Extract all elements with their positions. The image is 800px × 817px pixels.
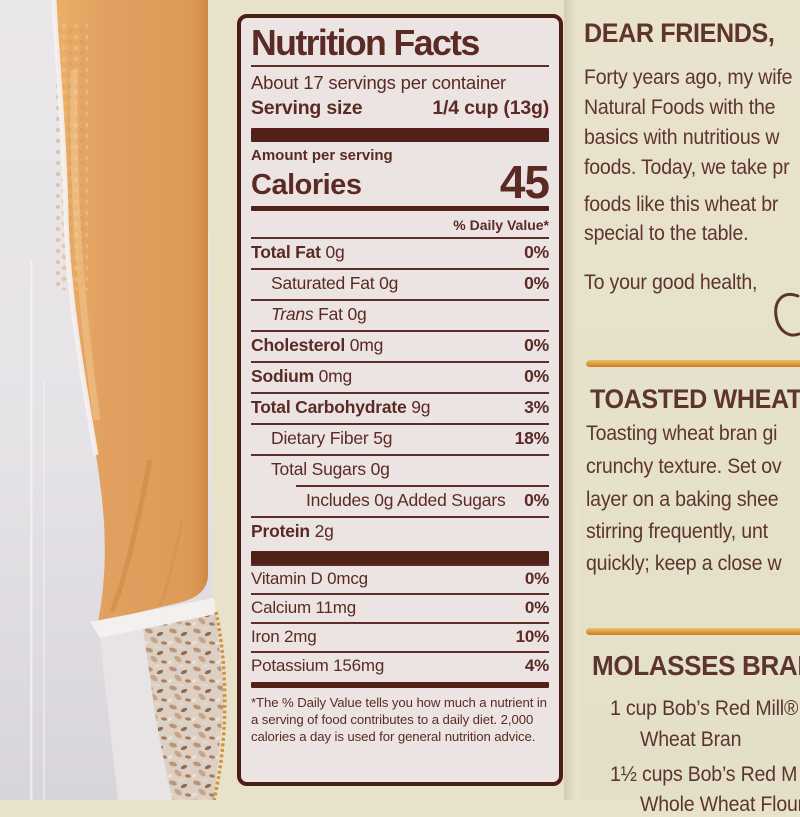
bag-photo-region bbox=[0, 0, 237, 801]
serving-size-label: Serving size bbox=[251, 97, 363, 119]
toasted-line: quickly; keep a close w bbox=[586, 552, 782, 575]
calories-value: 45 bbox=[499, 156, 550, 208]
bag-stitched-edge bbox=[212, 611, 227, 801]
nutrient-row-cholesterol: Cholesterol 0mg 0% bbox=[251, 330, 549, 361]
nutrient-row-dietary-fiber: Dietary Fiber 5g 18% bbox=[251, 423, 549, 454]
wheat-bran-window bbox=[143, 614, 224, 800]
vitamin-row-potassium: Potassium 156mg 4% bbox=[251, 651, 549, 680]
background-highlight-line bbox=[30, 260, 33, 800]
bag-fold-white-band bbox=[90, 598, 216, 638]
letter-line: foods. Today, we take pr bbox=[584, 156, 790, 179]
calories-row: Calories 45 bbox=[251, 156, 550, 208]
title-rule bbox=[251, 65, 549, 67]
nutrient-row-total-sugars: Total Sugars 0g bbox=[251, 454, 549, 485]
gold-divider bbox=[586, 360, 800, 367]
molasses-bran-heading: MOLASSES BRAN bbox=[592, 650, 800, 681]
letter-line: Natural Foods with the bbox=[584, 96, 776, 119]
vitamin-row-iron: Iron 2mg 10% bbox=[251, 622, 549, 651]
thick-rule bbox=[251, 128, 549, 142]
toasted-line: Toasting wheat bran gi bbox=[586, 422, 778, 445]
ingredient-line: Wheat Bran bbox=[640, 728, 742, 751]
toasted-line: layer on a baking shee bbox=[586, 488, 779, 511]
nutrient-row-total-fat: Total Fat 0g 0% bbox=[251, 237, 549, 268]
amount-per-serving-label: Amount per serving bbox=[251, 147, 393, 164]
package-right-panel-background bbox=[580, 0, 800, 800]
nutrient-row-protein: Protein 2g bbox=[251, 516, 549, 547]
bag-crease-shadow-2 bbox=[158, 519, 184, 606]
serving-size-row: Serving size 1/4 cup (13g) bbox=[251, 95, 549, 122]
servings-per-container: About 17 servings per container bbox=[251, 72, 507, 93]
vitamin-row-calcium: Calcium 11mg 0% bbox=[251, 593, 549, 622]
bag-edge-highlight bbox=[51, 0, 99, 456]
vitamin-row-vitamin-d: Vitamin D 0mcg 0% bbox=[251, 564, 549, 593]
nutrient-row-trans-fat: Trans Fat 0g bbox=[251, 299, 549, 330]
nutrition-facts-title: Nutrition Facts bbox=[251, 22, 480, 63]
letter-line: basics with nutritious w bbox=[584, 126, 780, 149]
medium-rule-2 bbox=[251, 682, 549, 688]
nutrient-row-sodium: Sodium 0mg 0% bbox=[251, 361, 549, 392]
nutrient-row-saturated-fat: Saturated Fat 0g 0% bbox=[251, 268, 549, 299]
toasted-wheat-heading: TOASTED WHEAT bbox=[590, 384, 800, 414]
nutrient-row-total-carbohydrate: Total Carbohydrate 9g 3% bbox=[251, 392, 549, 423]
bag-photo-illustration bbox=[0, 0, 237, 801]
ingredient-line: Whole Wheat Flour bbox=[640, 793, 800, 816]
ingredient-line: 1½ cups Bob’s Red M bbox=[610, 763, 798, 786]
background-highlight-line-2 bbox=[43, 380, 45, 800]
thick-rule-2 bbox=[251, 551, 549, 564]
nutrition-facts-panel: Nutrition Facts About 17 servings per co… bbox=[237, 14, 563, 786]
letter-line: foods like this wheat br bbox=[584, 193, 779, 216]
toasted-line: stirring frequently, unt bbox=[586, 520, 768, 543]
package-right-panel: DEAR FRIENDS, Forty years ago, my wife N… bbox=[584, 0, 800, 800]
ingredient-line: 1 cup Bob’s Red Mill® bbox=[610, 697, 799, 720]
bag-orange-side-panel bbox=[54, 0, 208, 622]
letter-signoff: To your good health, bbox=[584, 271, 758, 294]
window-clear-film bbox=[100, 629, 172, 800]
daily-value-header: % Daily Value* bbox=[453, 217, 549, 233]
toasted-line: crunchy texture. Set ov bbox=[586, 455, 782, 478]
bag-sheen bbox=[70, 69, 101, 421]
letter-line: special to the table. bbox=[584, 222, 749, 245]
bag-seam-shadow bbox=[564, 0, 580, 800]
signature-mark bbox=[774, 293, 800, 337]
letter-line: Forty years ago, my wife bbox=[584, 66, 793, 89]
gold-divider-2 bbox=[586, 628, 800, 635]
nutrient-row-added-sugars: Includes 0g Added Sugars 0% bbox=[251, 485, 549, 516]
dear-friends-heading: DEAR FRIENDS, bbox=[584, 18, 775, 48]
daily-value-footnote: *The % Daily Value tells you how much a … bbox=[251, 695, 547, 744]
serving-size-value: 1/4 cup (13g) bbox=[432, 97, 549, 119]
bag-crease-shadow bbox=[109, 459, 153, 613]
calories-label: Calories bbox=[251, 169, 362, 201]
medium-rule bbox=[251, 206, 549, 211]
